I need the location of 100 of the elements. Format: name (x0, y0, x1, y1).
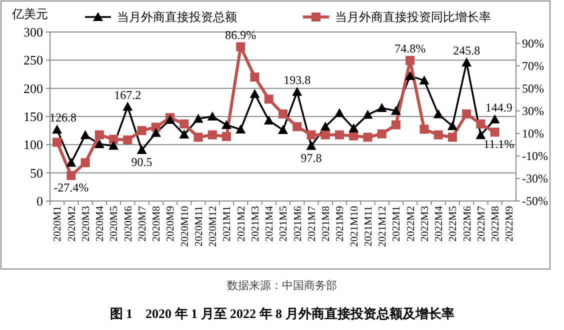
point (207, 112, 218, 120)
point (434, 130, 443, 140)
point (490, 128, 500, 137)
point (462, 58, 472, 67)
x-tick-label: 2022M8 (490, 206, 502, 242)
x-tick-label: 2022M5 (448, 206, 460, 242)
y-tick-label: 0 (36, 194, 43, 209)
x-tick-label: 2021M8 (321, 206, 332, 242)
x-tick-label: 2021M3 (250, 206, 262, 242)
data-label: 74.8% (394, 41, 426, 56)
y2-tick-label: 90% (522, 36, 544, 50)
x-tick-label: 2020M6 (123, 206, 134, 242)
x-tick-label: 2020M1 (52, 206, 64, 242)
x-tick-label: 2020M7 (137, 206, 148, 242)
point (264, 94, 274, 104)
y2-tick-label: 70% (522, 59, 544, 73)
point (420, 124, 429, 134)
source-note: 数据来源：中国商务部 (227, 279, 337, 292)
y2-tick-label: -10% (522, 149, 548, 164)
y-tick-label: 150 (24, 109, 43, 124)
point (348, 123, 359, 132)
point (194, 132, 203, 142)
point (391, 120, 400, 130)
x-tick-label: 2021M4 (264, 205, 276, 242)
point (52, 138, 62, 147)
x-tick-label: 2020M4 (95, 205, 106, 242)
x-tick-label: 2022M9 (504, 206, 516, 242)
y2-tick-label: 50% (522, 82, 544, 96)
x-tick-label: 2021M12 (378, 206, 389, 247)
x-tick-label: 2021M5 (278, 206, 290, 242)
x-tick-label: 2020M9 (166, 206, 177, 242)
data-label: 11.1% (484, 137, 514, 152)
point (376, 103, 387, 112)
data-label: 126.8 (50, 110, 77, 125)
x-tick-label: 2020M3 (80, 206, 92, 242)
point (222, 132, 232, 142)
x-tick-label: 2022M6 (462, 206, 474, 242)
x-tick-label: 2020M12 (208, 206, 220, 247)
data-label: 86.9% (225, 28, 256, 42)
point (377, 129, 386, 138)
x-tick-label: 2022M4 (434, 205, 446, 242)
point (448, 132, 457, 142)
x-tick-label: 2021M1 (222, 206, 234, 242)
y2-tick-label: -50% (522, 194, 548, 208)
data-label: 97.8 (300, 150, 322, 165)
y-tick-label: 200 (24, 80, 43, 96)
point (334, 130, 344, 140)
data-label: 193.8 (284, 72, 311, 87)
y2-tick-label: 10% (522, 126, 544, 141)
y2-tick-label: -30% (522, 172, 548, 186)
point (250, 72, 260, 82)
x-tick-label: 2021M11 (363, 206, 374, 246)
point (52, 124, 62, 134)
x-tick-label: 2020M8 (152, 206, 163, 242)
point (150, 128, 161, 137)
x-tick-label: 2020M5 (109, 206, 120, 242)
point (419, 75, 430, 84)
y-axis-title: 亿美元 (11, 7, 48, 21)
point (180, 119, 189, 128)
point (292, 122, 302, 132)
data-label: 144.9 (485, 100, 512, 114)
point (362, 110, 373, 119)
point (66, 158, 76, 167)
point (250, 88, 260, 98)
x-tick-label: 2021M6 (292, 206, 304, 242)
legend-label: 当月外商直接投资同比增长率 (335, 10, 491, 24)
point (109, 134, 118, 144)
point (406, 56, 415, 65)
x-tick-label: 2020M2 (66, 206, 78, 242)
x-tick-label: 2022M3 (420, 206, 431, 242)
point (363, 132, 372, 142)
point (476, 130, 486, 140)
point (66, 171, 76, 180)
point (292, 86, 302, 96)
point (193, 114, 204, 123)
point (136, 145, 147, 154)
point (236, 42, 246, 52)
point (122, 102, 133, 111)
point (94, 139, 104, 148)
point (405, 70, 416, 80)
point (306, 130, 316, 140)
point (137, 126, 146, 136)
data-label: -27.4% (54, 180, 89, 195)
x-tick-label: 2022M2 (406, 206, 417, 242)
y2-tick-label: 30% (522, 104, 544, 118)
x-tick-label: 2021M9 (335, 206, 346, 242)
point (179, 130, 190, 139)
point (490, 114, 500, 124)
data-label: 167.2 (114, 88, 142, 102)
y-tick-label: 100 (24, 137, 43, 152)
point (433, 109, 444, 118)
point (208, 130, 217, 140)
x-tick-label: 2021M7 (306, 206, 318, 242)
point (222, 120, 232, 129)
x-tick-label: 2021M2 (236, 206, 248, 242)
x-tick-label: 2021M10 (349, 206, 360, 247)
x-tick-label: 2020M10 (180, 206, 191, 247)
point (320, 122, 330, 131)
legend-label: 当月外商直接投资总额 (117, 10, 237, 24)
y-tick-label: 50 (30, 165, 43, 180)
